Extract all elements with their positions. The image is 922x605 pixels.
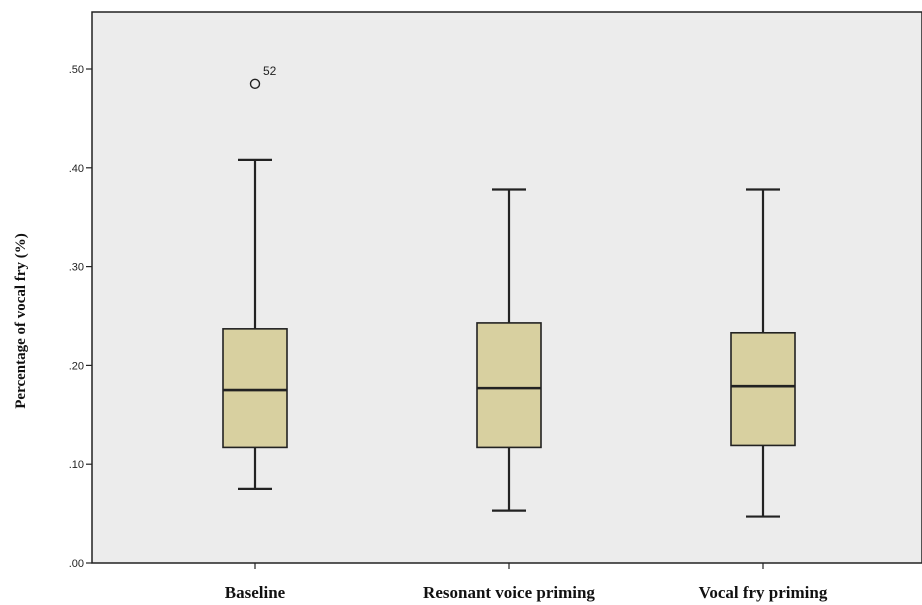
box-3 bbox=[730, 188, 796, 518]
iqr-box bbox=[222, 328, 288, 449]
y-tick-label: .50 bbox=[69, 64, 84, 76]
box-1: 52 bbox=[222, 64, 288, 490]
y-tick-label: .10 bbox=[69, 459, 84, 471]
y-tick-label: .00 bbox=[69, 558, 84, 570]
outlier-label: 52 bbox=[263, 64, 277, 78]
y-axis-ticks: .00 .10 .20 .30 .40 .50 bbox=[69, 64, 92, 570]
x-axis-labels: Baseline Resonant voice priming Vocal fry … bbox=[225, 563, 828, 602]
iqr-box bbox=[476, 322, 542, 449]
x-tick-label: Baseline bbox=[225, 583, 286, 602]
y-tick-label: .20 bbox=[69, 360, 84, 372]
outlier-point bbox=[249, 78, 261, 90]
x-tick-label: Vocal fry priming bbox=[699, 583, 828, 602]
y-tick-label: .30 bbox=[69, 262, 84, 274]
boxes-group: 52 bbox=[222, 64, 796, 518]
y-axis-title: Percentage of vocal fry (%) bbox=[13, 233, 29, 408]
plot-area bbox=[91, 11, 922, 564]
y-tick-label: .40 bbox=[69, 163, 84, 175]
iqr-box bbox=[730, 331, 796, 447]
box-2 bbox=[476, 188, 542, 512]
x-tick-label: Resonant voice priming bbox=[423, 583, 595, 602]
